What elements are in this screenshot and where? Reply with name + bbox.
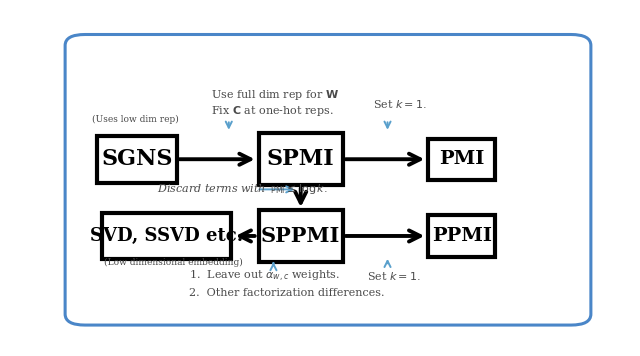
FancyBboxPatch shape	[97, 136, 177, 183]
Text: PMI: PMI	[439, 150, 484, 168]
Text: Use full dim rep for $\mathbf{W}$
Fix $\mathbf{C}$ at one-hot reps.: Use full dim rep for $\mathbf{W}$ Fix $\…	[211, 88, 339, 118]
Text: 1.  Leave out $\alpha_{w,c}$ weights.: 1. Leave out $\alpha_{w,c}$ weights.	[189, 269, 340, 284]
Text: SPMI: SPMI	[267, 148, 335, 170]
FancyBboxPatch shape	[259, 133, 343, 185]
Text: (Low dimensional embedding): (Low dimensional embedding)	[104, 258, 243, 267]
FancyBboxPatch shape	[428, 139, 495, 180]
FancyBboxPatch shape	[102, 213, 231, 259]
Text: Set $k = 1.$: Set $k = 1.$	[372, 98, 426, 110]
FancyBboxPatch shape	[428, 215, 495, 257]
Text: Set $k = 1.$: Set $k = 1.$	[367, 270, 420, 282]
Text: SGNS: SGNS	[101, 148, 173, 170]
Text: SPPMI: SPPMI	[261, 226, 340, 246]
FancyBboxPatch shape	[259, 210, 343, 262]
Text: Discard terms with $\,_{\mathrm{PMI}} \leq \log k.\,$: Discard terms with $\,_{\mathrm{PMI}} \l…	[157, 182, 328, 195]
Text: PPMI: PPMI	[432, 227, 492, 245]
FancyBboxPatch shape	[65, 35, 591, 325]
Text: (Uses low dim rep): (Uses low dim rep)	[92, 115, 179, 124]
Text: 2.  Other factorization differences.: 2. Other factorization differences.	[189, 288, 385, 298]
Text: SVD, SSVD etc.: SVD, SSVD etc.	[90, 227, 243, 245]
